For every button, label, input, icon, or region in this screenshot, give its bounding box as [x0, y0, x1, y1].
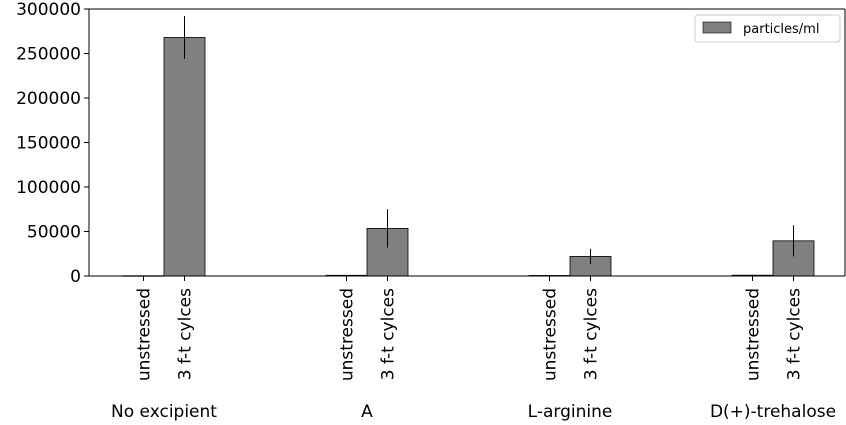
y-tick-label: 150000 — [16, 134, 81, 154]
group-label: L-arginine — [528, 402, 613, 422]
bar-label: unstressed — [744, 288, 764, 381]
bar-label: unstressed — [135, 288, 155, 381]
y-tick-label: 200000 — [16, 89, 81, 109]
y-tick-label: 300000 — [16, 0, 81, 20]
plot-area — [122, 16, 815, 277]
group-label: No excipient — [111, 402, 217, 422]
y-tick-label: 50000 — [27, 223, 81, 243]
group-label: D(+)-trehalose — [710, 402, 836, 422]
bar-label: 3 f-t cylces — [379, 288, 399, 380]
axes: 0 50000 100000 150000 200000 250000 300000 — [16, 0, 846, 287]
y-tick-label: 250000 — [16, 45, 81, 65]
y-tick-label: 0 — [70, 267, 81, 287]
bar-label: 3 f-t cylces — [582, 288, 602, 380]
bar-label: 3 f-t cylces — [785, 288, 805, 380]
legend-swatch — [702, 21, 732, 34]
bar-label: unstressed — [541, 288, 561, 381]
bar-label: 3 f-t cylces — [176, 288, 196, 380]
y-tick-label: 100000 — [16, 178, 81, 198]
category-labels: unstressed 3 f-t cylces No excipient unstre… — [111, 288, 836, 422]
legend-label: particles/ml — [743, 22, 819, 37]
bar-label: unstressed — [338, 288, 358, 381]
legend: particles/ml — [694, 14, 841, 43]
bar-1-group-0 — [163, 37, 206, 277]
group-label: A — [361, 402, 373, 422]
